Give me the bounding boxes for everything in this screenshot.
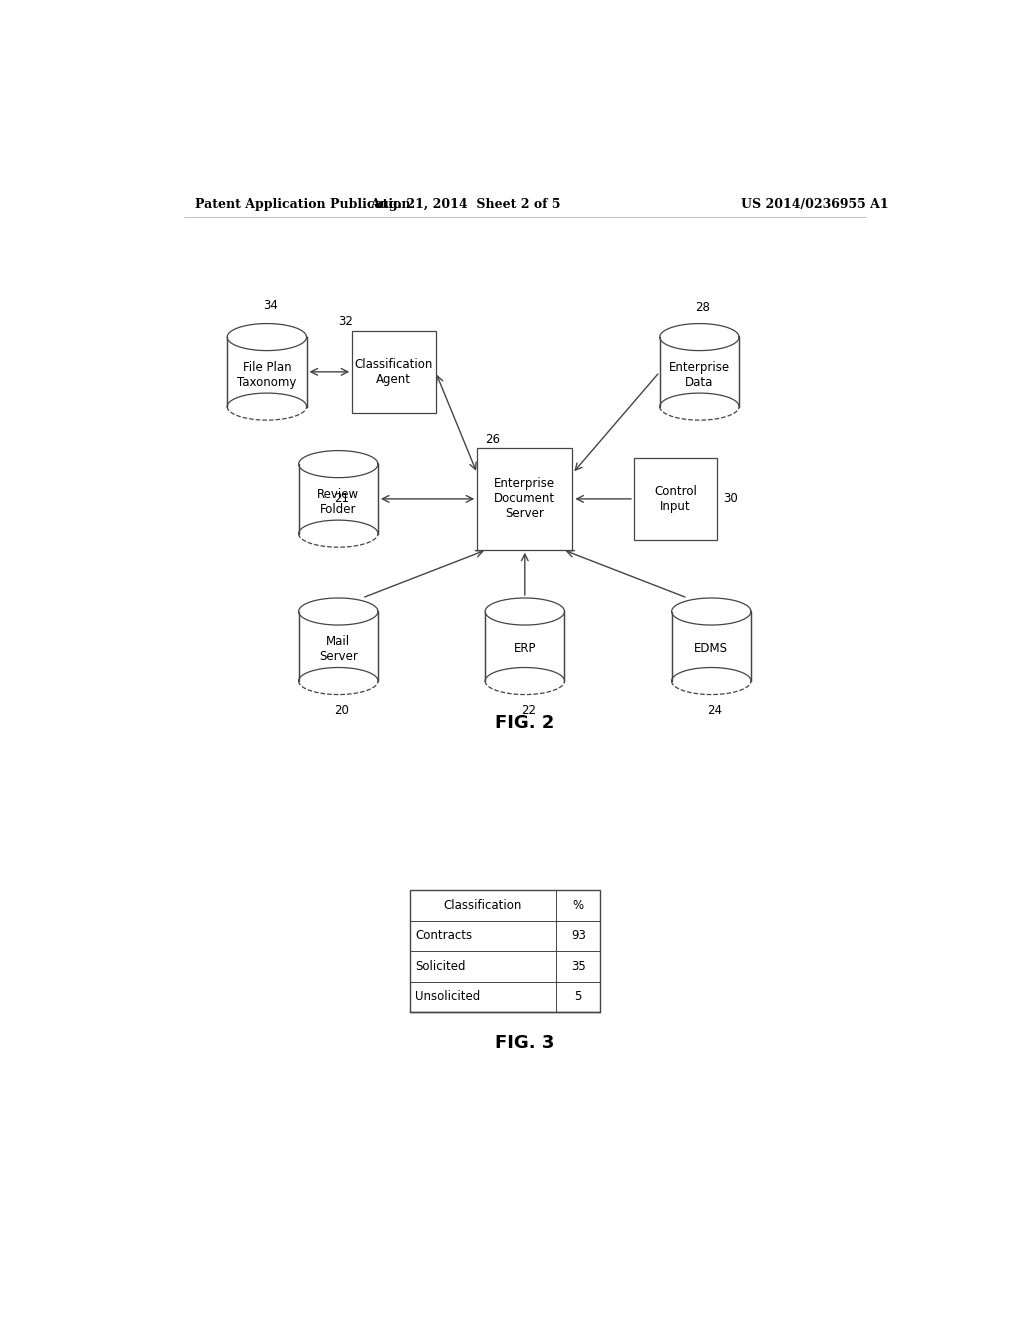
Bar <box>634 458 717 540</box>
Text: 26: 26 <box>485 433 500 446</box>
Bar <box>410 890 600 1012</box>
Text: Classification
Agent: Classification Agent <box>354 358 433 385</box>
Text: Unsolicited: Unsolicited <box>416 990 480 1003</box>
Text: 93: 93 <box>570 929 586 942</box>
Text: 24: 24 <box>708 704 722 717</box>
Text: 32: 32 <box>338 314 353 327</box>
Text: 5: 5 <box>574 990 582 1003</box>
Text: 28: 28 <box>695 301 711 314</box>
Ellipse shape <box>485 598 564 626</box>
Text: Contracts: Contracts <box>416 929 472 942</box>
Text: Mail
Server: Mail Server <box>318 635 357 663</box>
Text: Aug. 21, 2014  Sheet 2 of 5: Aug. 21, 2014 Sheet 2 of 5 <box>370 198 560 211</box>
Text: %: % <box>572 899 584 912</box>
Text: 21: 21 <box>334 492 349 506</box>
Text: EDMS: EDMS <box>694 643 728 656</box>
Bar <box>477 447 572 549</box>
Text: Enterprise
Data: Enterprise Data <box>669 360 730 388</box>
Text: 34: 34 <box>263 300 278 313</box>
Text: US 2014/0236955 A1: US 2014/0236955 A1 <box>740 198 888 211</box>
Text: ERP: ERP <box>514 643 536 656</box>
Polygon shape <box>227 337 306 407</box>
Text: 30: 30 <box>723 492 738 506</box>
Text: Enterprise
Document
Server: Enterprise Document Server <box>495 478 555 520</box>
Text: Solicited: Solicited <box>416 960 466 973</box>
Polygon shape <box>299 465 378 533</box>
Text: Control
Input: Control Input <box>654 484 697 513</box>
Text: FIG. 2: FIG. 2 <box>496 714 554 731</box>
Polygon shape <box>672 611 751 681</box>
Bar <box>352 331 435 412</box>
Polygon shape <box>299 611 378 681</box>
Ellipse shape <box>299 598 378 626</box>
Ellipse shape <box>299 450 378 478</box>
Polygon shape <box>485 611 564 681</box>
Text: FIG. 3: FIG. 3 <box>496 1034 554 1052</box>
Text: Review
Folder: Review Folder <box>317 487 359 516</box>
Polygon shape <box>659 337 739 407</box>
Text: 22: 22 <box>521 704 536 717</box>
Text: 20: 20 <box>334 704 349 717</box>
Text: Classification: Classification <box>443 899 522 912</box>
Ellipse shape <box>659 323 739 351</box>
Text: Patent Application Publication: Patent Application Publication <box>196 198 411 211</box>
Text: File Plan
Taxonomy: File Plan Taxonomy <box>238 360 297 388</box>
Ellipse shape <box>227 323 306 351</box>
Text: 35: 35 <box>571 960 586 973</box>
Ellipse shape <box>672 598 751 626</box>
